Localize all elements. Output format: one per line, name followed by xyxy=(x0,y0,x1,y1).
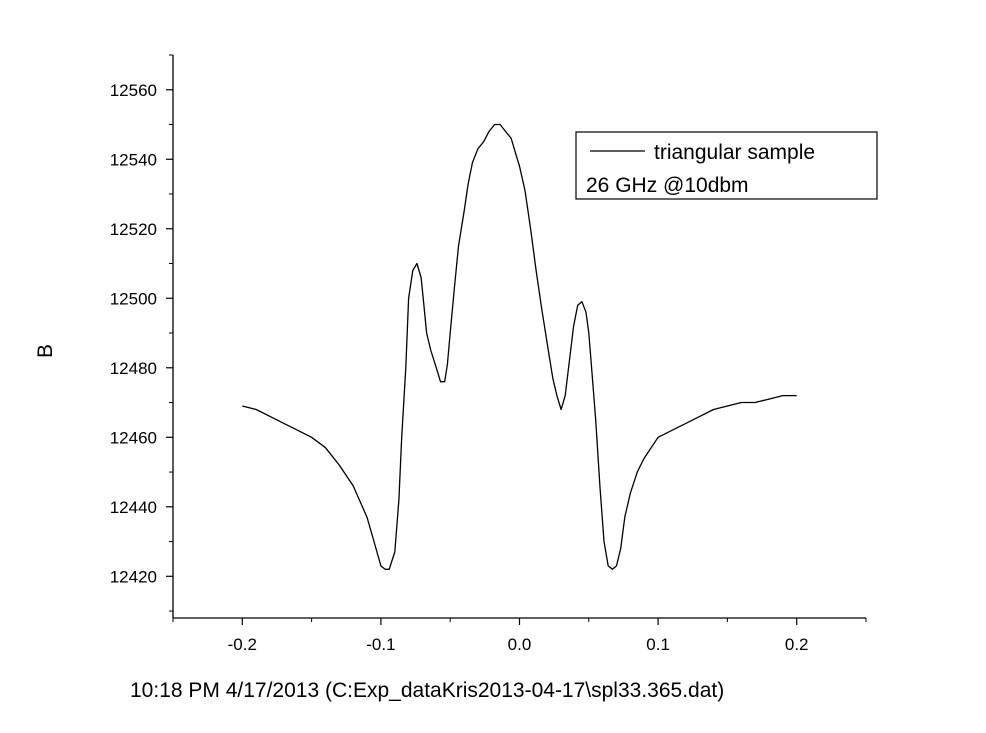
legend-entry-label: triangular sample xyxy=(654,141,815,164)
y-tick-label: 12440 xyxy=(110,498,157,517)
series-layer xyxy=(242,123,797,570)
y-axis-ticks: 12420 12440 12460 12480 12500 12520 12540 12560 xyxy=(110,54,173,612)
x-tick-label: 0.2 xyxy=(785,635,809,654)
x-tick-label: -0.2 xyxy=(228,635,257,654)
y-tick-label: 12480 xyxy=(110,359,157,378)
legend-box xyxy=(575,131,878,200)
y-tick-label: 12460 xyxy=(110,428,157,447)
legend: triangular sample 26 GHz @10dbm xyxy=(575,131,878,200)
legend-note: 26 GHz @10dbm xyxy=(586,174,749,197)
y-tick-label: 12520 xyxy=(110,220,157,239)
x-tick-label: -0.1 xyxy=(366,635,395,654)
x-tick-label: 0.0 xyxy=(508,635,532,654)
series-line-0 xyxy=(242,123,797,570)
y-tick-label: 12500 xyxy=(110,289,157,308)
y-axis-title: B xyxy=(34,344,57,358)
x-tick-label: 0.1 xyxy=(646,635,670,654)
y-tick-label: 12560 xyxy=(110,81,157,100)
y-tick-label: 12420 xyxy=(110,567,157,586)
footer-timestamp: 10:18 PM 4/17/2013 (C:Exp_dataKris2013-0… xyxy=(130,679,724,702)
x-axis-ticks: -0.2 -0.1 0.0 0.1 0.2 xyxy=(172,618,867,654)
y-tick-label: 12540 xyxy=(110,150,157,169)
